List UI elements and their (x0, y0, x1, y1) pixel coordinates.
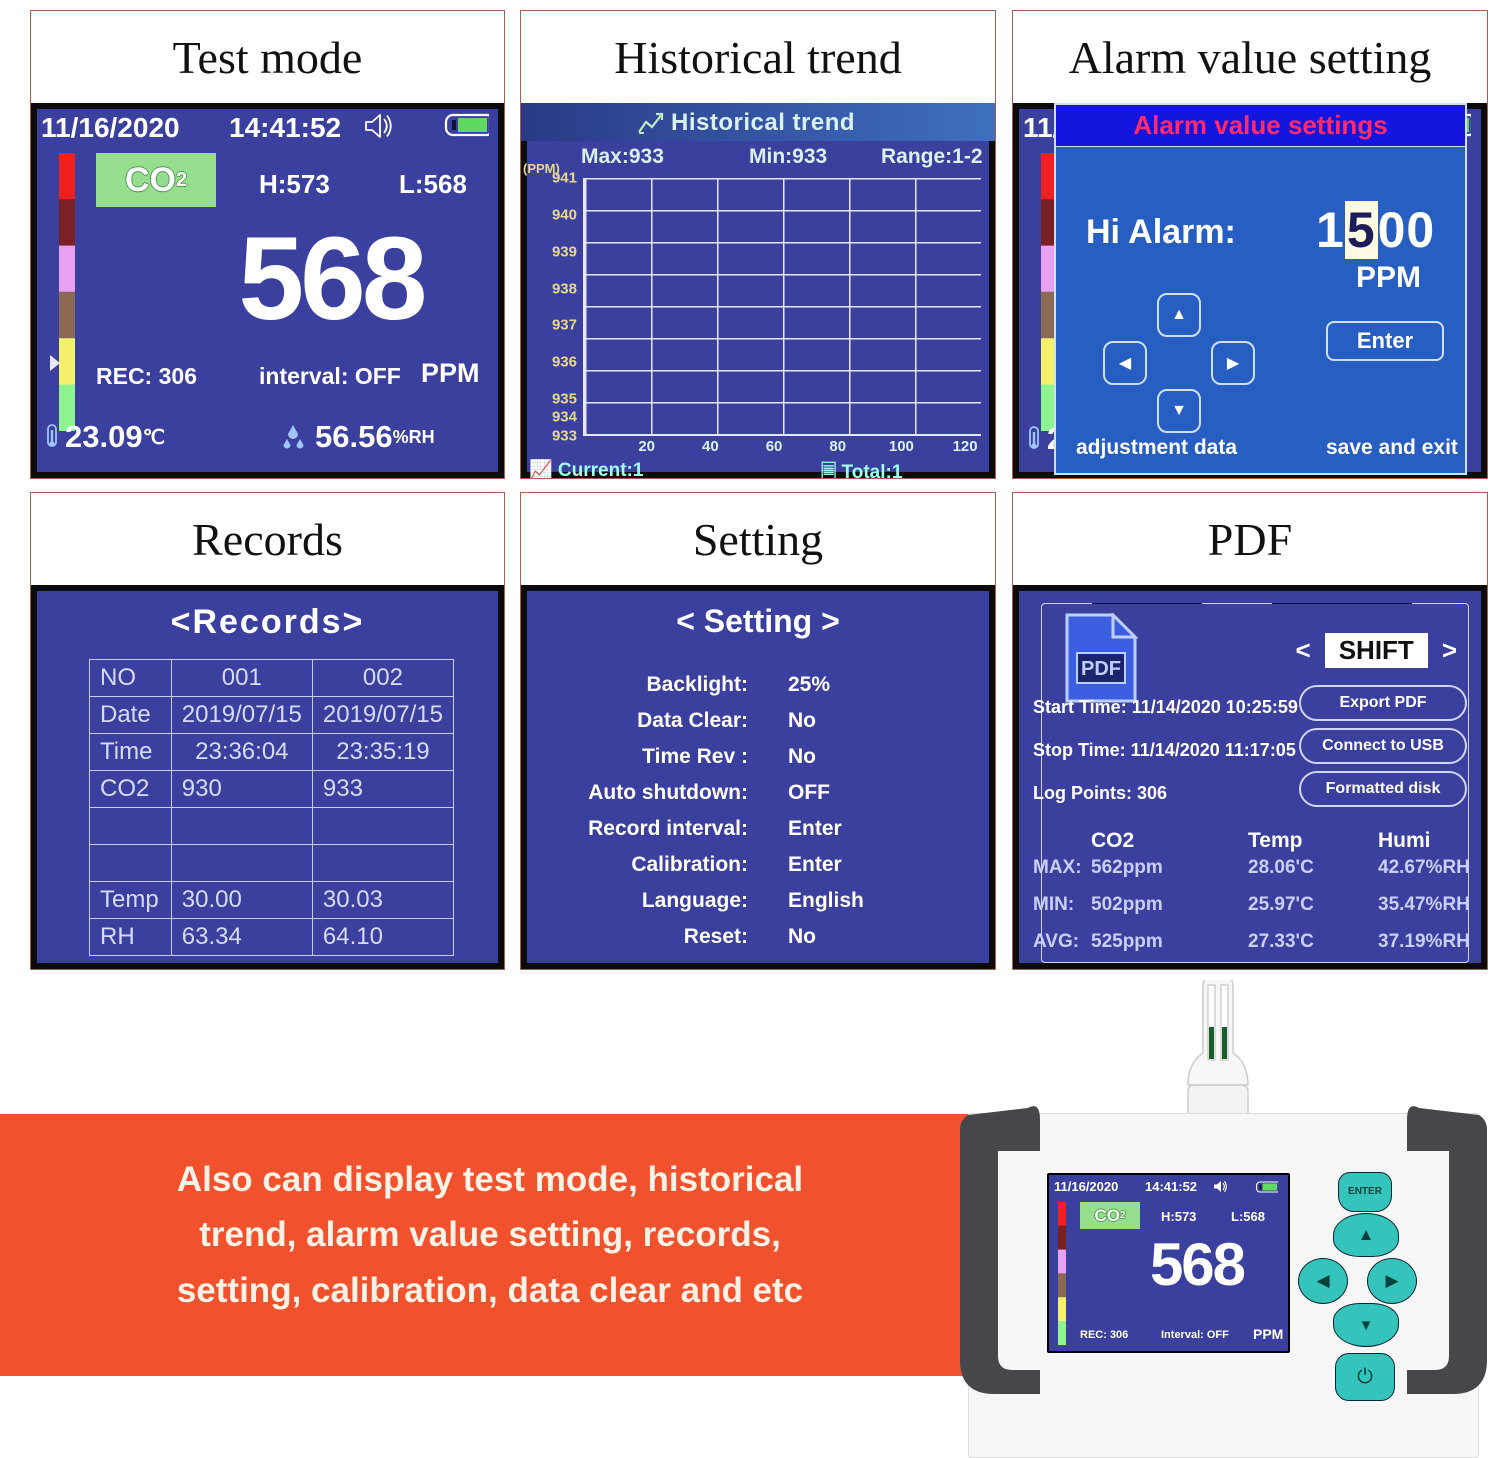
svg-text:PDF: PDF (1081, 658, 1121, 680)
